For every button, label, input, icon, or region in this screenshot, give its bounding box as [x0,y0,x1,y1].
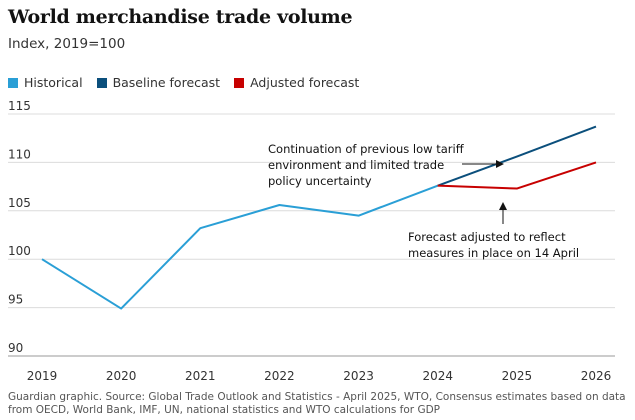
y-tick-label-90: 90 [8,341,23,355]
legend: Historical Baseline forecast Adjusted fo… [8,75,359,90]
legend-item-baseline: Baseline forecast [96,75,221,90]
annotations: Continuation of previous low tariff envir… [268,142,579,260]
annotation-adjusted-line-0: Forecast adjusted to reflect [408,230,566,244]
series-lines [41,125,597,310]
legend-label-baseline: Baseline forecast [112,75,221,90]
x-tick-label-2026: 2026 [581,369,612,383]
line-chart: 90 95 100 105 110 115 2019 2020 2021 2022 2023 202… [8,99,615,383]
annotation-baseline-line-1: environment and limited trade [268,158,444,172]
chart-subtitle: Index, 2019=100 [8,36,126,52]
x-tick-label-2021: 2021 [185,369,216,383]
y-tick-label-105: 105 [8,196,31,210]
x-tick-label-2022: 2022 [264,369,295,383]
x-tick-label-2025: 2025 [502,369,533,383]
series-line-2 [437,161,597,190]
legend-label-historical: Historical [24,75,83,90]
y-tick-label-100: 100 [8,244,31,258]
legend-item-adjusted: Adjusted forecast [234,75,359,90]
source-note: Guardian graphic. Source: Global Trade O… [8,391,626,416]
series-line-0 [41,184,439,310]
y-tick-label-95: 95 [8,293,23,307]
series-line-1 [437,125,597,187]
legend-label-adjusted: Adjusted forecast [250,75,360,90]
annotation-baseline-arrowhead [496,160,504,168]
legend-swatch-baseline [96,77,107,88]
legend-swatch-historical [8,77,18,88]
legend-swatch-adjusted [234,77,245,88]
y-axis-ticks: 90 95 100 105 110 115 [8,99,31,355]
x-tick-label-2020: 2020 [106,369,137,383]
annotation-baseline-line-2: policy uncertainty [268,174,372,188]
y-tick-label-110: 110 [8,147,31,161]
chart-title: World merchandise trade volume [8,6,353,28]
y-tick-label-115: 115 [8,99,31,113]
legend-item-historical: Historical [8,75,83,90]
x-tick-label-2019: 2019 [27,369,58,383]
annotation-adjusted-line-1: measures in place on 14 April [408,246,579,260]
annotation-adjusted-arrowhead [499,202,507,210]
gridlines [8,113,615,357]
x-axis-ticks: 2019 2020 2021 2022 2023 2024 2025 2026 [27,369,612,383]
x-tick-label-2024: 2024 [422,369,453,383]
x-tick-label-2023: 2023 [343,369,374,383]
annotation-baseline-line-0: Continuation of previous low tariff [268,142,465,156]
